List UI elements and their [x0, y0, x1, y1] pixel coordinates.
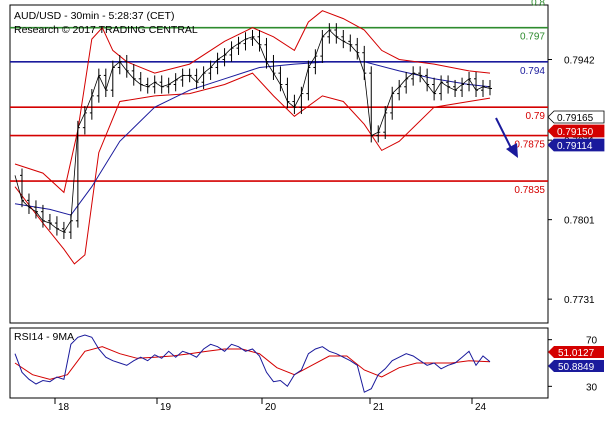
- rsi-tag-51.0127: 51.0127: [558, 348, 595, 359]
- level-label-0.797: 0.797: [520, 32, 545, 43]
- rsi-tag-50.8849: 50.8849: [558, 362, 595, 373]
- rsi-y-tick-label: 30: [586, 382, 598, 393]
- rsi-line: [14, 334, 491, 393]
- rsi-title: RSI14 - 9MA: [14, 331, 74, 343]
- x-tick-label-18: 18: [58, 402, 70, 413]
- x-tick-label-24: 24: [475, 402, 487, 413]
- forecast-arrow: [495, 117, 518, 158]
- x-tick-label-21: 21: [373, 402, 385, 413]
- axis-layers: 0.79420.78710.78010.77310.791650.791500.…: [54, 56, 605, 413]
- bollinger-lower-line: [14, 72, 491, 265]
- price-y-tick-label: 0.7942: [564, 56, 595, 67]
- chart-title: AUD/USD - 30min - 5:28:37 (CET): [14, 10, 174, 22]
- price-panel-frame: [9, 4, 549, 324]
- price-tag-box: [547, 124, 605, 138]
- level-label-0.794: 0.794: [520, 66, 545, 77]
- rsi-tag-box: [548, 360, 604, 372]
- level-label-0.7835: 0.7835: [514, 185, 545, 196]
- rsi-ma-line: [14, 346, 491, 380]
- chart-subtitle: Research © 2017 TRADING CENTRAL: [14, 24, 198, 36]
- price-tag-0.79114: 0.79114: [557, 141, 593, 152]
- level-label-0.79: 0.79: [526, 111, 546, 122]
- rsi-tag-box: [548, 346, 604, 358]
- level-label-0.7875: 0.7875: [514, 140, 545, 151]
- moving-average-line: [14, 61, 491, 216]
- rsi-layers: [14, 334, 491, 393]
- level-label-0.8: 0.8: [531, 0, 545, 9]
- bollinger-upper-line: [14, 10, 491, 194]
- price-tag-box: [547, 138, 605, 152]
- x-tick-label-19: 19: [160, 402, 172, 413]
- price-layers: 0.8 0.797 0.794 0.79 0.7875 0.7835: [10, 0, 548, 265]
- price-y-tick-label: 0.7731: [564, 295, 595, 306]
- price-line: [14, 29, 491, 233]
- x-tick-label-20: 20: [265, 402, 277, 413]
- price-y-tick-label: 0.7801: [564, 216, 595, 227]
- rsi-y-tick-label: 70: [586, 336, 598, 347]
- rsi-panel-frame: [9, 327, 549, 399]
- price-tag-0.79165: 0.79165: [557, 113, 594, 124]
- price-tag-box: [547, 110, 605, 124]
- price-tag-0.79150: 0.79150: [557, 127, 594, 138]
